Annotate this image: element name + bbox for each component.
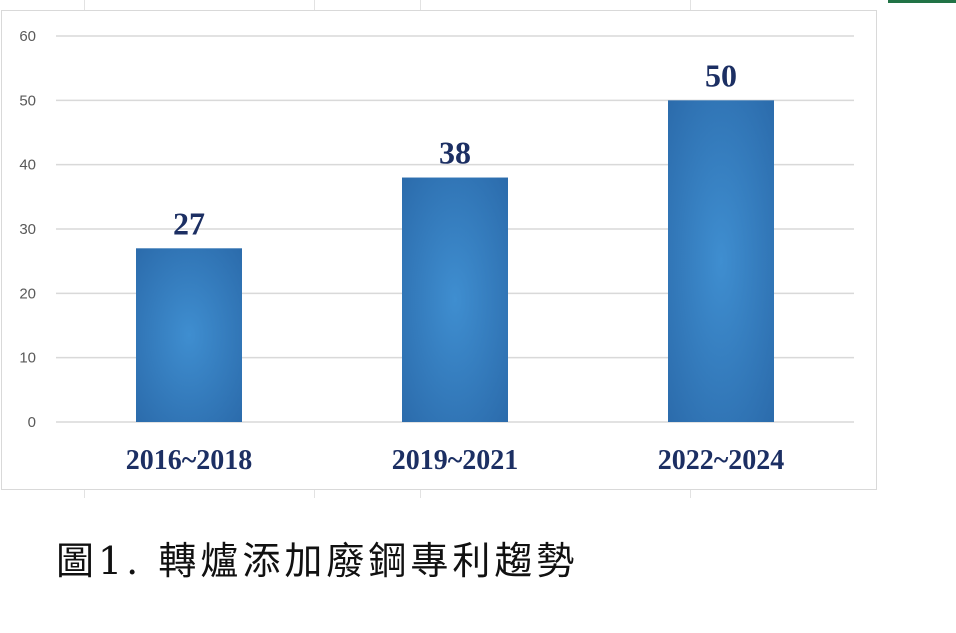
y-tick-label: 10 bbox=[19, 350, 36, 367]
accent-bar bbox=[888, 0, 956, 3]
sheet-gridline bbox=[690, 490, 691, 498]
data-label: 27 bbox=[173, 205, 205, 241]
sheet-gridline bbox=[690, 0, 691, 10]
sheet-gridline bbox=[314, 0, 315, 10]
sheet-gridline bbox=[420, 490, 421, 498]
sheet-gridline bbox=[84, 490, 85, 498]
sheet-gridline bbox=[84, 0, 85, 10]
chart-area[interactable]: 0 10 20 30 40 50 60 27 2016~2018 38 2019~2021 50 202… bbox=[1, 10, 877, 490]
x-category-label: 2019~2021 bbox=[392, 445, 519, 476]
data-label: 38 bbox=[439, 135, 471, 171]
y-tick-label: 50 bbox=[19, 92, 36, 109]
bar-2022~2024[interactable] bbox=[668, 100, 774, 422]
bar-2016~2018[interactable] bbox=[136, 248, 242, 422]
x-category-label: 2016~2018 bbox=[126, 445, 253, 476]
y-tick-label: 20 bbox=[19, 285, 36, 302]
data-label: 50 bbox=[705, 57, 737, 93]
y-tick-label: 0 bbox=[28, 414, 36, 431]
y-tick-label: 60 bbox=[19, 28, 36, 45]
y-tick-label: 40 bbox=[19, 157, 36, 174]
bar-chart: 0 10 20 30 40 50 60 27 2016~2018 38 2019~2021 50 202… bbox=[19, 28, 854, 476]
sheet-gridline bbox=[420, 0, 421, 10]
bar-2019~2021[interactable] bbox=[402, 177, 508, 422]
figure-caption: 圖1. 轉爐添加廢鋼專利趨勢 bbox=[56, 539, 579, 583]
sheet-gridline bbox=[314, 490, 315, 498]
y-tick-label: 30 bbox=[19, 221, 36, 238]
x-category-label: 2022~2024 bbox=[658, 445, 785, 476]
